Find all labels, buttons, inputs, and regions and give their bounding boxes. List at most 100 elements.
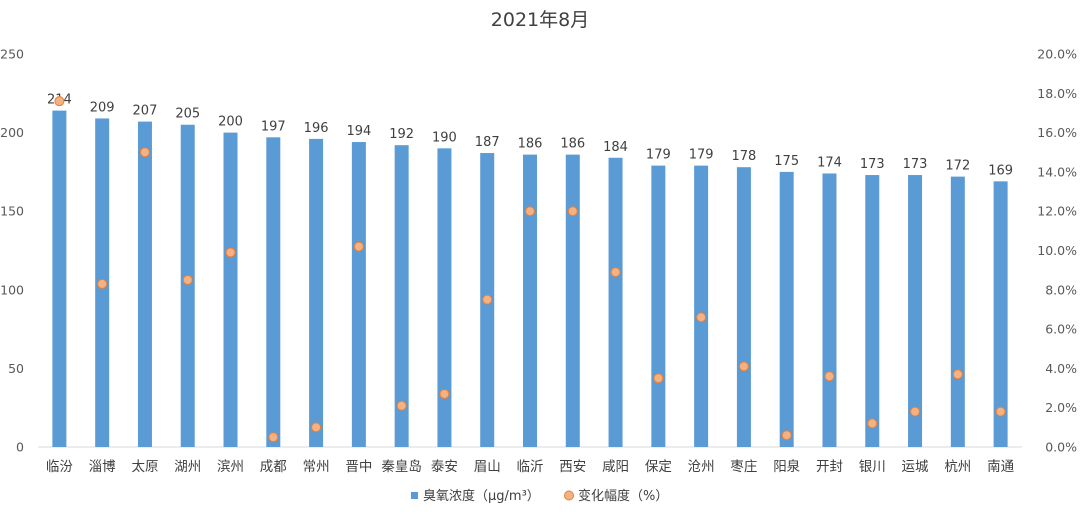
bar [180, 124, 195, 448]
category-label: 杭州 [944, 459, 971, 475]
bar [223, 132, 238, 447]
change-point [696, 312, 707, 323]
category-label: 保定 [645, 459, 672, 475]
bar [608, 157, 623, 447]
right-tick-label: 0.0% [1045, 440, 1077, 455]
right-tick-label: 20.0% [1037, 47, 1077, 62]
bar [565, 154, 580, 447]
legend: 臭氧浓度（μg/m³） 变化幅度（%） [411, 488, 668, 504]
category-label: 湖州 [174, 459, 201, 475]
category-label: 临沂 [517, 459, 544, 475]
change-point [353, 241, 364, 252]
bar [950, 176, 965, 447]
bar-value-label: 187 [475, 135, 500, 150]
left-axis: 0 50 100 150 200 250 [0, 47, 24, 455]
change-point [54, 96, 65, 107]
bar [779, 171, 794, 447]
category-label: 常州 [303, 459, 330, 475]
change-point [311, 422, 322, 433]
category-label: 西安 [559, 459, 586, 475]
category-label: 太原 [131, 459, 158, 475]
change-point [610, 267, 621, 278]
left-tick-label: 100 [0, 282, 24, 297]
right-tick-label: 6.0% [1045, 322, 1077, 337]
bar-value-label: 194 [346, 124, 371, 139]
category-label: 枣庄 [730, 458, 757, 475]
bar-value-label: 179 [646, 148, 671, 163]
bar-value-label: 179 [689, 148, 714, 163]
change-point [482, 294, 493, 305]
bar [523, 154, 537, 447]
change-point [910, 406, 921, 417]
category-label: 临汾 [46, 459, 73, 475]
left-tick-label: 0 [16, 440, 24, 455]
category-label: 南通 [987, 459, 1015, 475]
right-tick-label: 8.0% [1045, 282, 1077, 297]
change-point [268, 432, 279, 443]
bar [865, 175, 880, 447]
bar-series [52, 110, 1008, 448]
category-label: 秦皇岛 [381, 459, 422, 475]
bar [651, 165, 666, 447]
bar-value-label: 172 [945, 159, 970, 174]
change-point [653, 373, 664, 384]
chart-title: 2021年8月 [491, 9, 589, 31]
change-point [952, 369, 963, 380]
change-point [396, 400, 407, 411]
bar [394, 145, 409, 447]
legend-label-change: 变化幅度（%） [578, 488, 668, 504]
bar-value-label: 186 [518, 137, 543, 152]
change-point [781, 430, 792, 441]
right-tick-label: 2.0% [1045, 400, 1077, 415]
right-axis: 0.0% 2.0% 4.0% 6.0% 8.0% 10.0% 12.0% 14.0% 16.0%… [1037, 47, 1077, 455]
bar [993, 181, 1008, 447]
right-tick-label: 16.0% [1037, 125, 1077, 140]
bar-value-label: 196 [304, 121, 329, 136]
right-tick-label: 10.0% [1037, 243, 1077, 258]
category-label: 泰安 [431, 459, 458, 475]
bar-value-label: 190 [432, 130, 457, 145]
bar [822, 173, 837, 448]
change-point [567, 206, 578, 217]
bar [137, 121, 152, 447]
left-tick-label: 200 [0, 125, 24, 140]
change-point [824, 371, 835, 382]
bar-value-label: 200 [218, 115, 243, 130]
right-tick-label: 18.0% [1037, 86, 1077, 101]
bar-data-labels: 2142092072052001971961941921901871861861… [47, 93, 1013, 179]
category-label: 开封 [816, 459, 843, 475]
bar [309, 138, 324, 447]
left-tick-label: 50 [8, 361, 24, 376]
bar-value-label: 209 [90, 100, 115, 115]
bar-value-label: 207 [133, 104, 158, 119]
change-point [439, 388, 450, 399]
bar [694, 165, 709, 447]
category-label: 银川 [859, 459, 886, 475]
category-label: 眉山 [474, 459, 501, 475]
category-label: 滨州 [217, 459, 244, 475]
legend-label-ozone: 臭氧浓度（μg/m³） [423, 488, 540, 504]
change-point [995, 406, 1006, 417]
right-tick-label: 12.0% [1037, 204, 1077, 219]
category-label: 成都 [260, 459, 287, 475]
legend-swatch-ozone [411, 492, 418, 499]
change-point [738, 361, 749, 372]
left-tick-label: 150 [0, 204, 24, 219]
bar-value-label: 205 [175, 107, 200, 122]
bar [908, 175, 923, 447]
bar-value-label: 186 [560, 137, 585, 152]
change-point [225, 247, 236, 258]
right-tick-label: 4.0% [1045, 361, 1077, 376]
bar-value-label: 173 [903, 157, 928, 172]
change-point [525, 206, 535, 217]
legend-marker-change [564, 490, 574, 501]
bar-value-label: 175 [774, 154, 799, 169]
change-point [182, 274, 193, 285]
category-label: 运城 [902, 459, 930, 475]
bar-value-label: 184 [603, 140, 628, 155]
bar-value-label: 169 [988, 163, 1013, 178]
change-series [54, 96, 1006, 443]
bar [736, 167, 751, 447]
category-label: 咸阳 [602, 459, 629, 475]
